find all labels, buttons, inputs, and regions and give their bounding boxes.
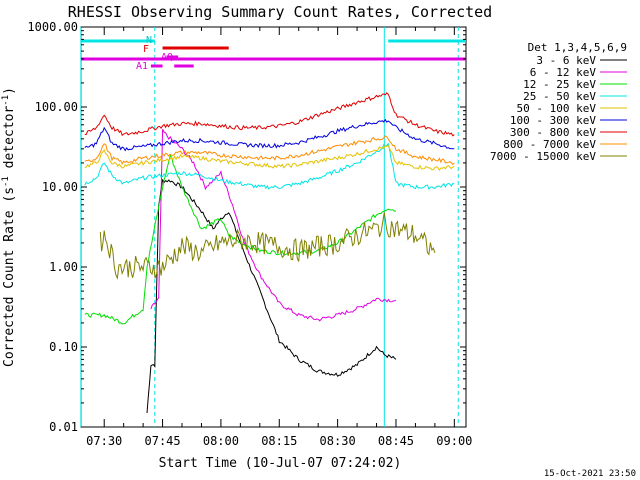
chart-title: RHESSI Observing Summary Count Rates, Co… <box>68 3 492 21</box>
y-tick-label: 1000.00 <box>27 20 78 34</box>
y-axis-label-sup2: -1 <box>1 95 11 106</box>
legend-label: 100 - 300 keV <box>510 114 596 127</box>
y-axis-label-sup1: -1 <box>1 176 11 187</box>
y-tick-label: 0.01 <box>49 420 78 434</box>
legend-label: 50 - 100 keV <box>517 102 597 115</box>
x-tick-label: 07:30 <box>86 434 122 448</box>
flag-labels: N F AQ A1 <box>136 35 173 72</box>
x-axis: 07:30 07:45 08:00 08:15 08:30 08:45 09:00 <box>86 27 472 448</box>
y-axis: 1000.00 100.00 10.00 1.00 0.10 0.01 <box>27 20 466 434</box>
x-tick-label: 08:30 <box>320 434 356 448</box>
flag-label-a1: A1 <box>136 61 148 72</box>
y-tick-label: 1.00 <box>49 260 78 274</box>
legend-label: 300 - 800 keV <box>510 126 596 139</box>
y-tick-label: 10.00 <box>42 180 78 194</box>
y-tick-label: 0.10 <box>49 340 78 354</box>
legend-label: 12 - 25 keV <box>523 78 596 91</box>
series-line-5 <box>84 144 455 172</box>
flag-label-aq: AQ <box>161 52 173 63</box>
x-tick-label: 07:45 <box>145 434 181 448</box>
legend-label: 6 - 12 keV <box>530 66 597 79</box>
flag-label-n: N <box>146 35 152 46</box>
series-line-1 <box>146 178 397 414</box>
x-tick-label: 09:00 <box>436 434 472 448</box>
legend-label: 800 - 7000 keV <box>503 138 596 151</box>
x-tick-label: 08:15 <box>261 434 297 448</box>
y-axis-label-mid: detector <box>2 106 17 177</box>
legend-label: 25 - 50 keV <box>523 90 596 103</box>
plot-area <box>80 26 467 428</box>
x-axis-label: Start Time (10-Jul-07 07:24:02) <box>159 456 402 471</box>
footer-timestamp: 15-Oct-2021 23:50 <box>544 469 636 479</box>
y-axis-label-end: ) <box>2 87 17 95</box>
plot-frame <box>80 26 467 428</box>
legend-title: Det 1,3,4,5,6,9 <box>528 41 627 54</box>
legend-label: 3 - 6 keV <box>536 54 596 67</box>
series-line-6 <box>84 118 455 152</box>
y-tick-label: 100.00 <box>35 100 78 114</box>
y-axis-label-main: Corrected Count Rate (s <box>2 187 17 367</box>
series-line-9 <box>99 212 436 280</box>
flag-label-f: F <box>143 44 149 55</box>
y-axis-label: Corrected Count Rate (s-1 detector-1) <box>1 87 17 367</box>
series-line-8 <box>84 135 455 166</box>
series-line-4 <box>84 142 455 190</box>
series-line-7 <box>84 92 455 137</box>
legend-label: 7000 - 15000 keV <box>490 150 596 163</box>
x-tick-label: 08:45 <box>378 434 414 448</box>
x-tick-label: 08:00 <box>203 434 239 448</box>
